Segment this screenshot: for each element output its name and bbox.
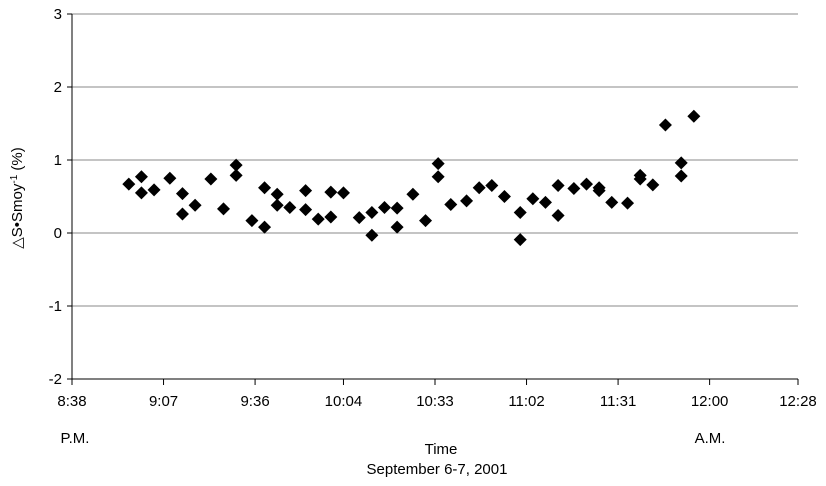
data-point bbox=[621, 196, 635, 210]
data-point bbox=[270, 198, 284, 212]
x-tick-label: 12:28 bbox=[779, 393, 817, 410]
y-axis-title-suffix: (%) bbox=[9, 147, 26, 175]
x-tick-label: 8:38 bbox=[57, 393, 86, 410]
data-point bbox=[646, 178, 660, 192]
y-tick-label: 2 bbox=[54, 79, 62, 96]
data-point bbox=[431, 157, 445, 171]
axes bbox=[67, 13, 799, 385]
y-tick-label: 3 bbox=[54, 6, 62, 23]
x-axis-title: Time bbox=[425, 441, 458, 458]
data-point bbox=[147, 183, 161, 197]
y-axis-title-superscript: -1 bbox=[9, 174, 20, 183]
data-point bbox=[122, 177, 136, 191]
x-tick-label: 9:07 bbox=[149, 393, 178, 410]
data-point bbox=[283, 200, 297, 214]
data-point bbox=[134, 170, 148, 184]
data-point bbox=[674, 169, 688, 183]
y-axis-title: △S•Smoy-1 (%) bbox=[9, 147, 26, 249]
data-point bbox=[419, 214, 433, 228]
data-point bbox=[217, 202, 231, 216]
data-point bbox=[390, 220, 404, 234]
x-tick-label: 11:02 bbox=[508, 393, 544, 410]
data-point bbox=[460, 194, 474, 208]
tick-labels: -2 -1 0 1 2 3 8:38 9:07 9:36 10:04 10:33 11:02 11:31… bbox=[49, 6, 817, 410]
data-point bbox=[444, 198, 458, 212]
data-point bbox=[674, 156, 688, 170]
data-point bbox=[299, 184, 313, 198]
y-tick-label: -2 bbox=[49, 371, 62, 388]
data-point bbox=[175, 207, 189, 221]
data-point bbox=[175, 187, 189, 201]
data-point bbox=[687, 109, 701, 123]
data-point bbox=[188, 198, 202, 212]
x-tick-label: 10:04 bbox=[325, 393, 363, 410]
data-point bbox=[336, 186, 350, 200]
data-point bbox=[605, 195, 619, 209]
data-point bbox=[245, 214, 259, 228]
data-point bbox=[658, 118, 672, 132]
data-point bbox=[497, 190, 511, 203]
data-point bbox=[258, 181, 272, 195]
x-axis-subtitle: September 6-7, 2001 bbox=[367, 461, 508, 478]
x-day-label-start: P.M. bbox=[61, 430, 90, 447]
data-point bbox=[365, 206, 379, 220]
data-point bbox=[134, 186, 148, 200]
y-axis-title-main: △S•Smoy bbox=[9, 183, 26, 249]
data-points bbox=[122, 109, 701, 247]
data-point bbox=[163, 171, 177, 185]
data-point bbox=[324, 185, 338, 199]
data-point bbox=[258, 220, 272, 234]
data-point bbox=[551, 179, 565, 193]
data-point bbox=[580, 177, 594, 191]
data-point bbox=[204, 172, 218, 186]
x-tick-label: 10:33 bbox=[416, 393, 454, 410]
gridlines bbox=[72, 13, 798, 307]
data-point bbox=[472, 181, 486, 195]
data-point bbox=[526, 192, 540, 206]
data-point bbox=[431, 170, 445, 184]
data-point bbox=[352, 211, 366, 225]
data-point bbox=[324, 210, 338, 224]
y-tick-label: 0 bbox=[54, 225, 62, 242]
data-point bbox=[390, 201, 404, 215]
data-point bbox=[299, 203, 313, 217]
data-point bbox=[567, 181, 581, 195]
data-point bbox=[270, 187, 284, 201]
data-point bbox=[513, 206, 527, 220]
x-tick-label: 12:00 bbox=[691, 393, 729, 410]
y-tick-label: 1 bbox=[54, 152, 62, 169]
y-tick-label: -1 bbox=[49, 298, 62, 315]
data-point bbox=[633, 172, 647, 186]
data-point bbox=[538, 195, 552, 209]
data-point bbox=[311, 212, 325, 226]
x-tick-label: 11:31 bbox=[600, 393, 636, 410]
data-point bbox=[377, 200, 391, 214]
data-point bbox=[365, 228, 379, 242]
data-point bbox=[229, 158, 243, 172]
data-point bbox=[229, 168, 243, 182]
data-point bbox=[485, 179, 499, 193]
x-day-label-end: A.M. bbox=[695, 430, 726, 447]
data-point bbox=[406, 187, 420, 201]
x-tick-label: 9:36 bbox=[240, 393, 269, 410]
data-point bbox=[513, 233, 527, 247]
data-point bbox=[551, 208, 565, 222]
data-point bbox=[592, 184, 606, 198]
